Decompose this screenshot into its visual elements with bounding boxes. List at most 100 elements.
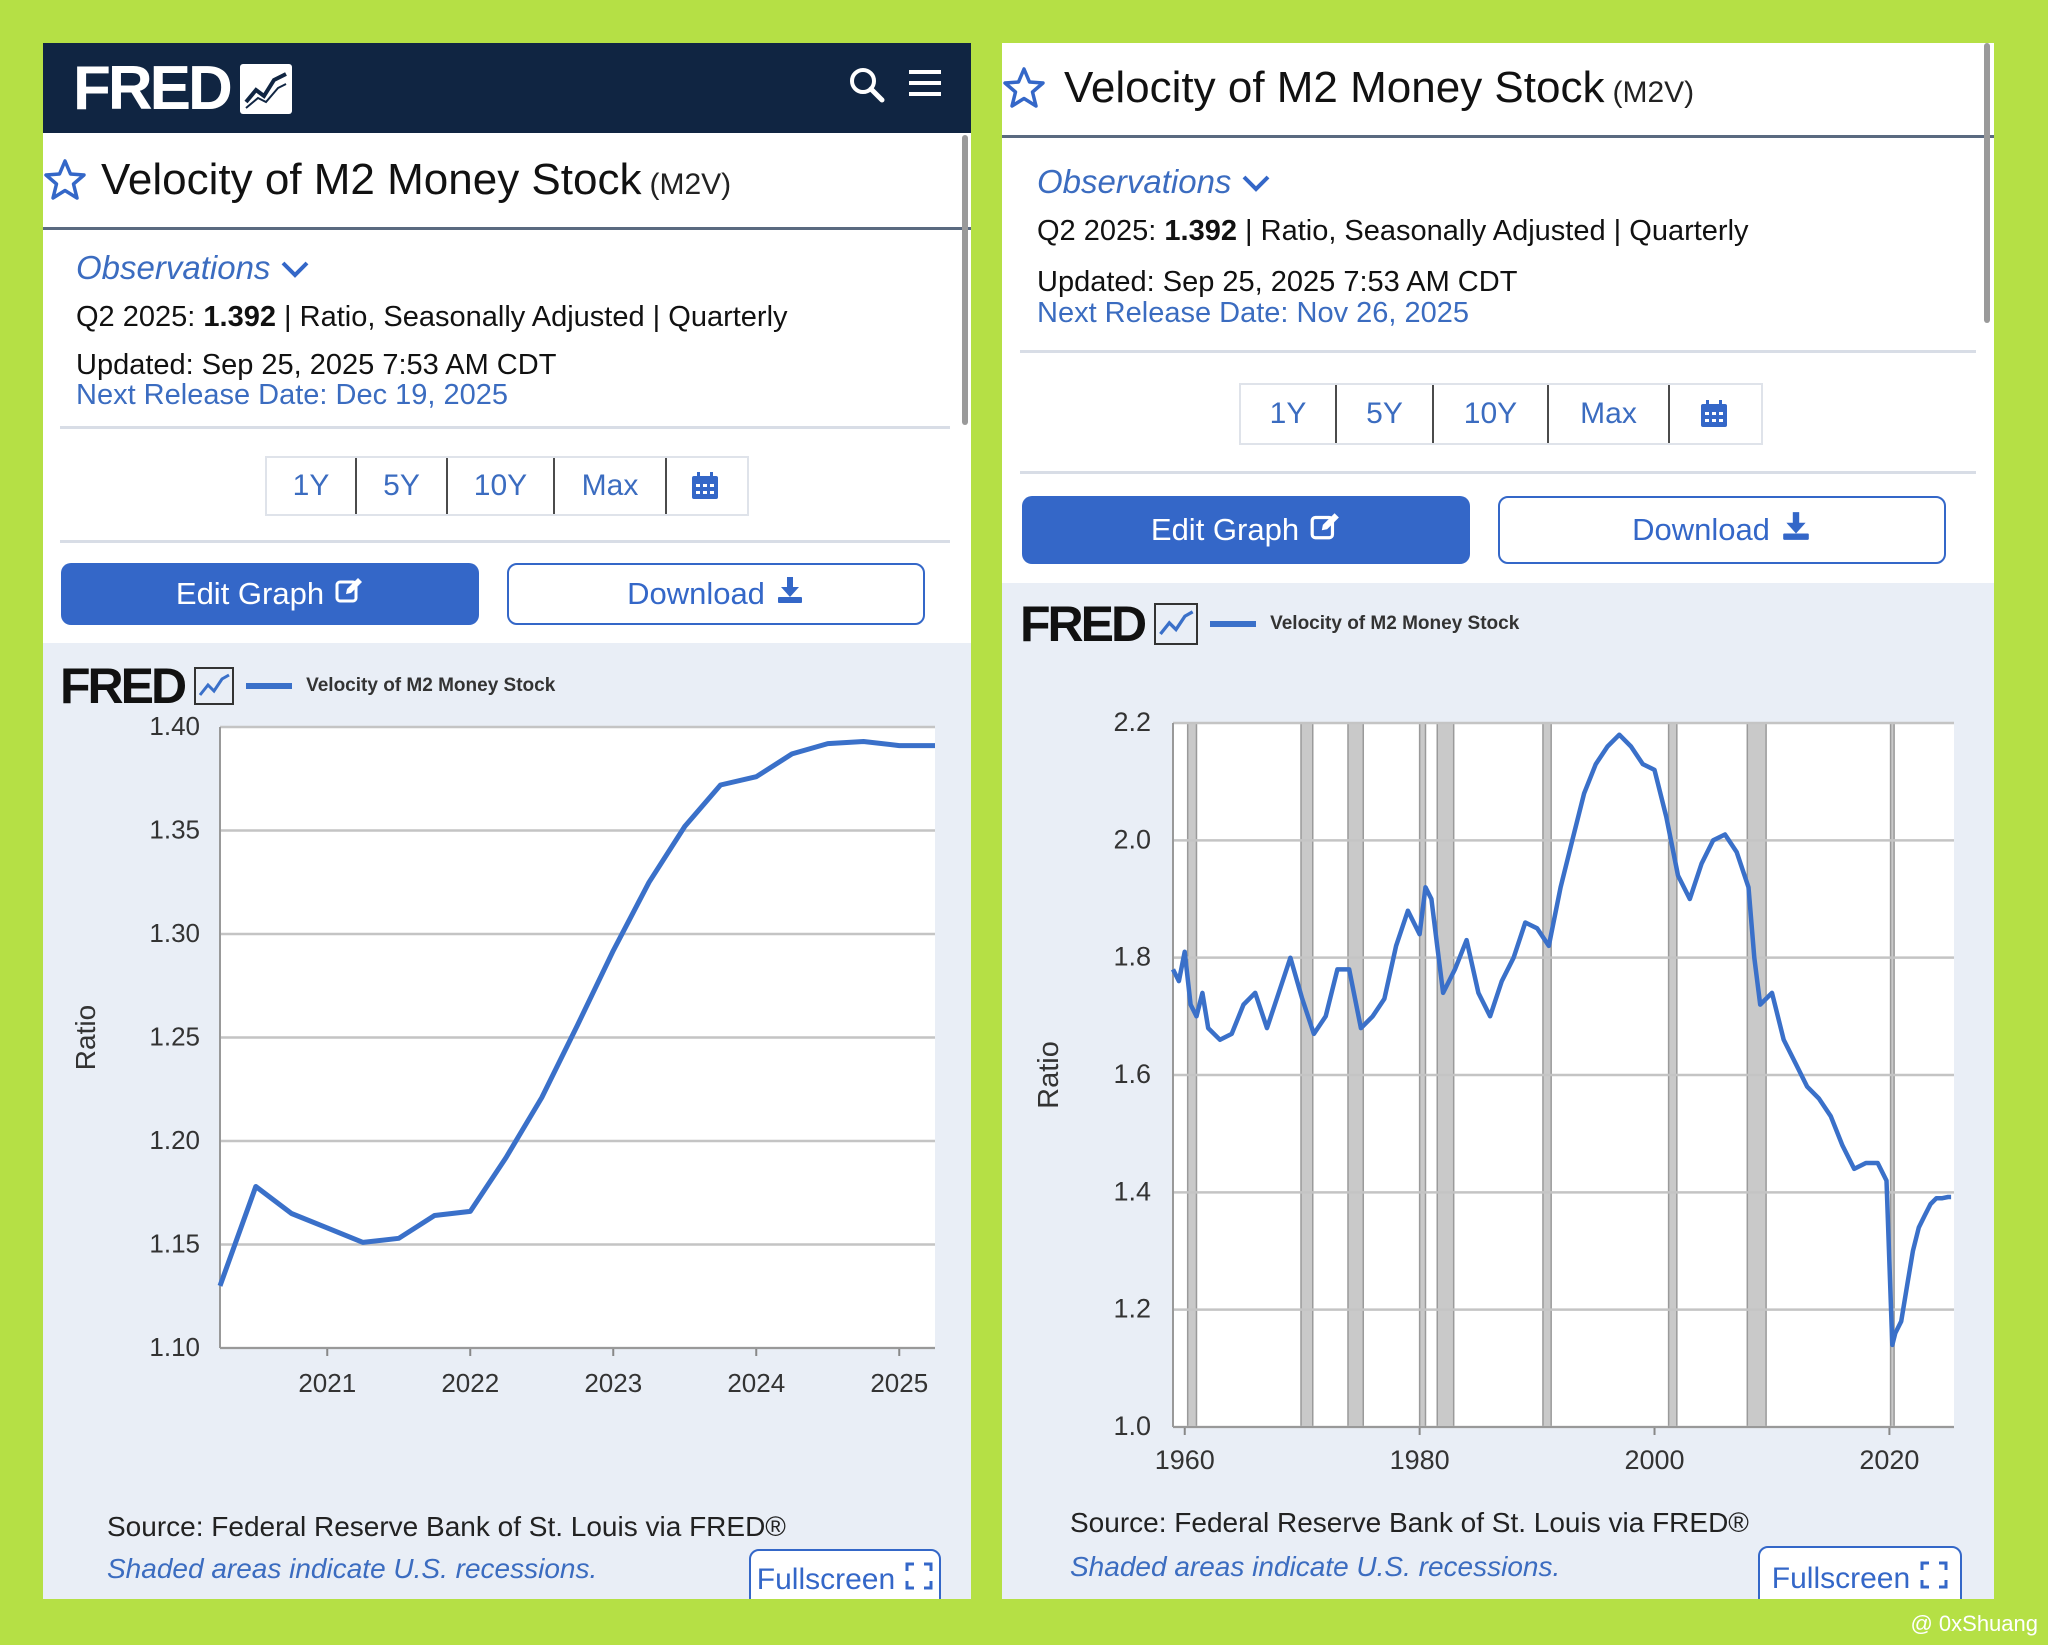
y-tick-label: 1.30 [149, 918, 200, 948]
observation-units: | Ratio, Seasonally Adjusted | Quarterly [284, 301, 788, 333]
search-icon[interactable] [847, 65, 887, 110]
section-divider [1020, 471, 1976, 474]
latest-observation: Q2 2025: 1.392 | Ratio, Seasonally Adjus… [1037, 215, 1749, 247]
x-tick-label: 2020 [1859, 1445, 1919, 1475]
date-range-selector: 1Y 5Y 10Y Max [265, 456, 749, 516]
favorite-star-icon[interactable] [43, 158, 87, 202]
observations-label: Observations [76, 249, 271, 286]
updated-timestamp: Updated: Sep 25, 2025 7:53 AM CDT [76, 349, 557, 381]
chevron-down-icon [280, 249, 310, 287]
next-release-date[interactable]: Next Release Date: Dec 19, 2025 [76, 379, 509, 411]
x-tick-label: 2022 [441, 1368, 499, 1398]
observations-toggle[interactable]: Observations [1037, 163, 1271, 201]
x-tick-label: 2000 [1624, 1445, 1684, 1475]
observation-value: 1.392 [1164, 215, 1237, 247]
series-code: (M2V) [649, 168, 732, 201]
range-max-button[interactable]: Max [1549, 385, 1670, 443]
x-tick-label: 1960 [1155, 1445, 1215, 1475]
legend-swatch [246, 683, 293, 689]
x-tick-label: 2021 [298, 1368, 356, 1398]
calendar-icon[interactable] [1670, 385, 1757, 443]
left-screenshot-panel: FRED Velocity of M2 Money Stock (M2V) Ob… [43, 43, 971, 1599]
series-title-row: Velocity of M2 Money Stock (M2V) [1002, 63, 1694, 113]
chart-fred-logo: FRED Velocity of M2 Money Stock [60, 658, 556, 714]
y-tick-label: 1.40 [149, 711, 200, 741]
download-icon [775, 575, 805, 613]
y-tick-label: 1.2 [1113, 1294, 1151, 1324]
page-title: Velocity of M2 Money Stock [101, 155, 642, 204]
range-10y-button[interactable]: 10Y [1434, 385, 1549, 443]
page-title: Velocity of M2 Money Stock [1064, 63, 1605, 112]
line-chart[interactable]: 1.0 1.2 1.4 1.6 1.8 2.0 2.2 1960 1980 2000 2020 Rat… [1002, 643, 1994, 1523]
latest-observation: Q2 2025: 1.392 | Ratio, Seasonally Adjus… [76, 301, 788, 333]
observations-label: Observations [1037, 163, 1232, 200]
range-max-button[interactable]: Max [555, 458, 667, 514]
series-code: (M2V) [1612, 76, 1695, 109]
y-axis-label: Ratio [70, 1005, 101, 1070]
scrollbar[interactable] [1984, 43, 1990, 323]
favorite-star-icon[interactable] [1002, 66, 1046, 110]
y-tick-label: 1.20 [149, 1125, 200, 1155]
source-note: Source: Federal Reserve Bank of St. Loui… [1070, 1507, 1749, 1538]
x-tick-label: 2024 [727, 1368, 785, 1398]
legend-label: Velocity of M2 Money Stock [306, 675, 556, 696]
observation-units: | Ratio, Seasonally Adjusted | Quarterly [1245, 215, 1749, 247]
edit-graph-button[interactable]: Edit Graph [1022, 496, 1470, 564]
y-tick-label: 1.15 [149, 1229, 200, 1259]
y-tick-label: 2.2 [1113, 707, 1151, 737]
x-tick-label: 2025 [870, 1368, 928, 1398]
fullscreen-button[interactable]: Fullscreen [749, 1549, 941, 1599]
source-note: Source: Federal Reserve Bank of St. Loui… [107, 1511, 786, 1542]
range-5y-button[interactable]: 5Y [357, 458, 448, 514]
y-tick-label: 1.6 [1113, 1059, 1151, 1089]
observation-value: 1.392 [203, 301, 276, 333]
next-release-date[interactable]: Next Release Date: Nov 26, 2025 [1037, 297, 1470, 329]
y-tick-label: 2.0 [1113, 824, 1151, 854]
chart-container: FRED Velocity of M2 Money Stock 1.10 1.15… [43, 643, 971, 1599]
calendar-icon[interactable] [667, 458, 743, 514]
chart-container: FRED Velocity of M2 Money Stock 1.0 1.2 1.… [1002, 583, 1994, 1599]
y-tick-label: 1.8 [1113, 942, 1151, 972]
fred-logo[interactable]: FRED [73, 54, 292, 123]
y-tick-label: 1.35 [149, 815, 200, 845]
y-tick-label: 1.10 [149, 1332, 200, 1362]
section-divider [60, 426, 950, 429]
chevron-down-icon [1241, 163, 1271, 201]
menu-icon[interactable] [907, 65, 943, 110]
expand-icon [905, 1562, 933, 1598]
recession-note: Shaded areas indicate U.S. recessions. [1070, 1551, 1561, 1582]
right-screenshot-panel: Velocity of M2 Money Stock (M2V) Observa… [1002, 43, 1994, 1599]
series-line [217, 739, 935, 1287]
chart-fred-logo: FRED Velocity of M2 Money Stock [1020, 596, 1520, 652]
range-1y-button[interactable]: 1Y [267, 458, 357, 514]
range-1y-button[interactable]: 1Y [1241, 385, 1337, 443]
date-range-selector: 1Y 5Y 10Y Max [1239, 383, 1763, 445]
fred-header-bar: FRED [43, 43, 971, 133]
y-tick-label: 1.0 [1113, 1411, 1151, 1441]
x-tick-label: 2023 [584, 1368, 642, 1398]
observations-toggle[interactable]: Observations [76, 249, 310, 287]
y-tick-label: 1.4 [1113, 1176, 1151, 1206]
fullscreen-button[interactable]: Fullscreen [1758, 1546, 1962, 1599]
title-divider [43, 227, 971, 230]
legend-label: Velocity of M2 Money Stock [1270, 613, 1520, 634]
edit-icon [334, 575, 364, 613]
y-axis-label: Ratio [1033, 1041, 1065, 1109]
line-chart[interactable]: 1.10 1.15 1.20 1.25 1.30 1.35 1.40 2021 2022 2023… [43, 693, 971, 1473]
series-title-row: Velocity of M2 Money Stock (M2V) [43, 155, 731, 205]
edit-graph-button[interactable]: Edit Graph [61, 563, 479, 625]
y-tick-label: 1.25 [149, 1022, 200, 1052]
download-icon [1780, 510, 1812, 550]
expand-icon [1920, 1561, 1948, 1597]
series-line [1170, 732, 1952, 1348]
download-button[interactable]: Download [1498, 496, 1946, 564]
download-button[interactable]: Download [507, 563, 925, 625]
section-divider [1020, 350, 1976, 353]
scrollbar[interactable] [962, 135, 968, 425]
range-5y-button[interactable]: 5Y [1337, 385, 1434, 443]
range-10y-button[interactable]: 10Y [448, 458, 555, 514]
title-divider [1002, 135, 1994, 138]
x-tick-label: 1980 [1390, 1445, 1450, 1475]
fred-logo-text: FRED [73, 54, 233, 123]
chart-logo-icon [194, 667, 235, 705]
